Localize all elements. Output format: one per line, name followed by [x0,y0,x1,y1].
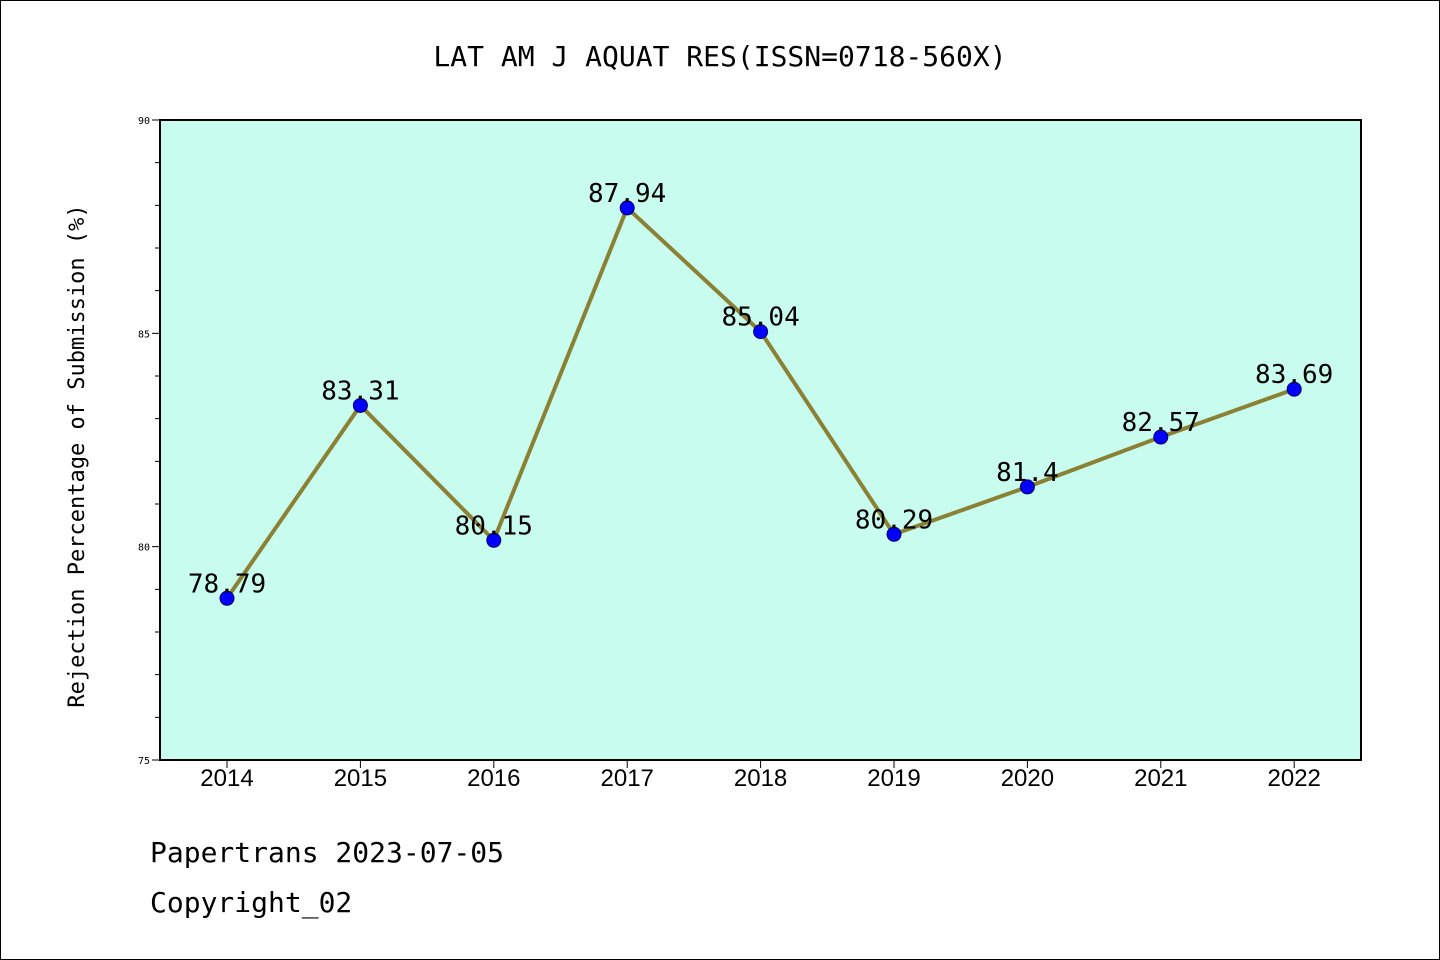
data-label: 83.69 [1255,360,1333,390]
y-tick-label: 85 [138,329,150,340]
data-point [486,532,502,548]
data-label: 83.31 [321,376,399,406]
chart-title: LAT AM J AQUAT RES(ISSN=0718-560X) [433,40,1006,73]
data-label: 82.57 [1122,408,1200,438]
data-label: 78.79 [188,569,266,599]
x-tick-label: 2017 [601,765,654,792]
data-point [1286,381,1302,397]
data-point [753,324,769,340]
plot-area [160,120,1361,760]
data-point [619,200,635,216]
y-axis-label: Rejection Percentage of Submission (%) [65,204,90,707]
data-point [352,397,368,413]
data-label: 80.15 [455,511,533,541]
x-tick-label: 2015 [334,765,387,792]
data-point [886,526,902,542]
x-tick-label: 2021 [1134,765,1187,792]
x-tick-label: 2020 [1001,765,1054,792]
data-label: 87.94 [588,179,666,209]
y-tick-label: 75 [138,756,150,767]
data-label: 80.29 [855,505,933,535]
footer-source: Papertrans 2023-07-05 [150,836,505,869]
data-point [1153,429,1169,445]
x-tick-label: 2022 [1268,765,1321,792]
data-point [219,590,235,606]
data-point [1019,479,1035,495]
y-tick-label: 80 [138,543,150,554]
plot-border [159,119,1362,761]
x-tick-label: 2019 [867,765,920,792]
data-label: 85.04 [721,303,799,333]
y-tick-label: 90 [138,116,150,127]
data-label: 81.4 [996,458,1059,488]
x-tick-label: 2014 [200,765,253,792]
footer-copyright: Copyright_02 [150,886,353,919]
x-tick-label: 2018 [734,765,787,792]
x-tick-label: 2016 [467,765,520,792]
